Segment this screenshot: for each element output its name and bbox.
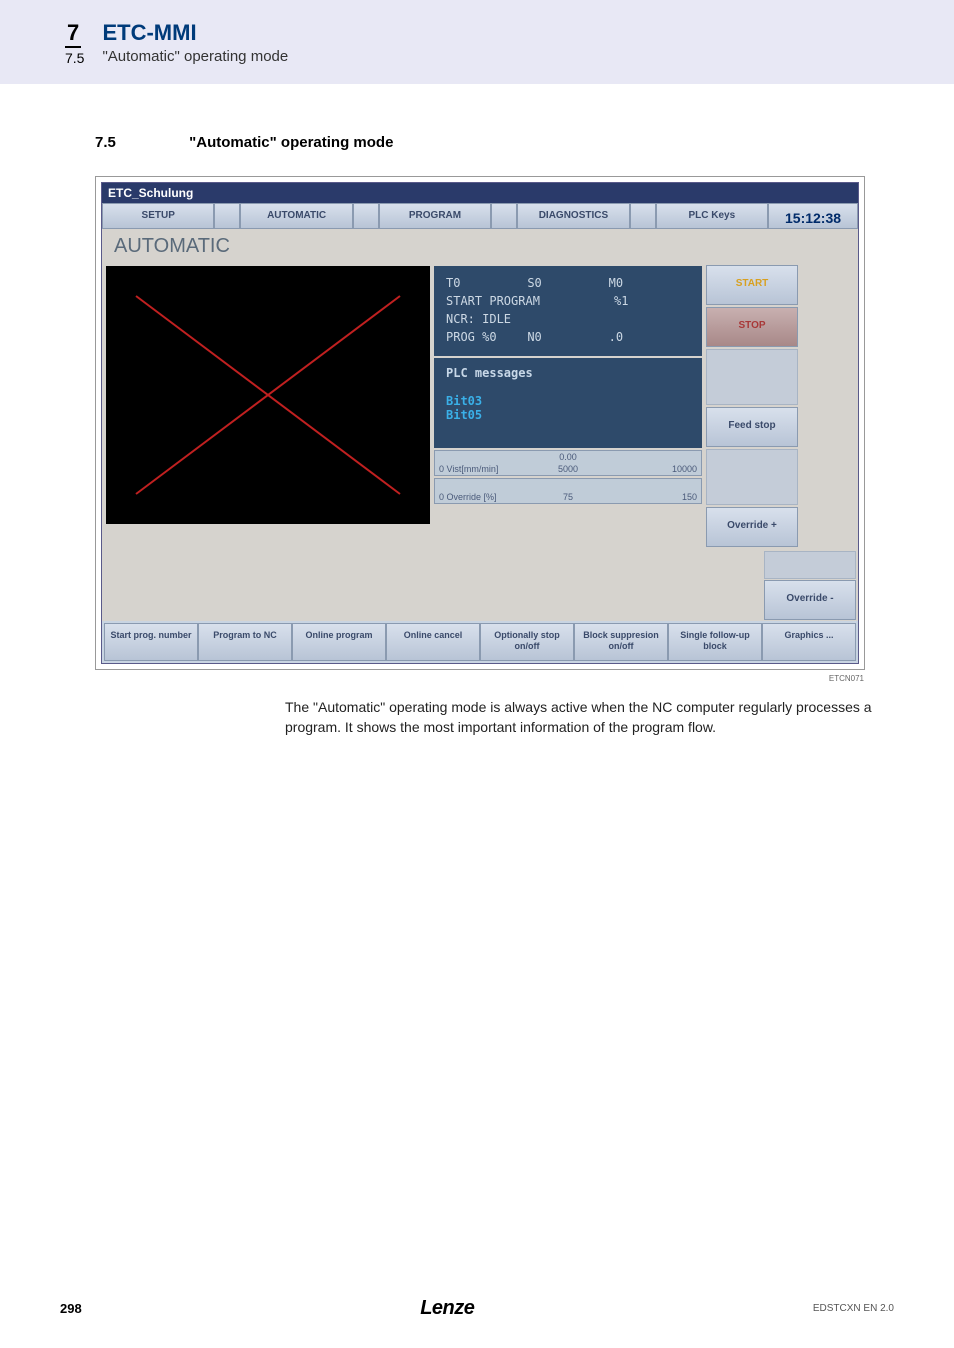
optionally-stop-button[interactable]: Optionally stop on/off: [480, 623, 574, 661]
figure-id: ETCN071: [0, 674, 864, 683]
status-t: T0: [446, 276, 527, 290]
section-heading-number: 7.5: [95, 134, 185, 151]
online-program-button[interactable]: Online program: [292, 623, 386, 661]
left-column: [104, 264, 432, 548]
gauge-left: 0 Override [%]: [439, 492, 497, 502]
tab-automatic[interactable]: AUTOMATIC: [240, 203, 352, 229]
gauge-left: 0 Vist[mm/min]: [439, 464, 498, 474]
side-spacer: [764, 551, 856, 579]
page-header: 7 7.5 ETC-MMI "Automatic" operating mode: [0, 0, 954, 84]
stop-button[interactable]: STOP: [706, 307, 798, 347]
empty-area: [102, 550, 762, 620]
status-dot: .0: [609, 330, 690, 344]
middle-column: T0 S0 M0 START PROGRAM %1 NCR: IDLE PROG…: [432, 264, 704, 548]
main-area: T0 S0 M0 START PROGRAM %1 NCR: IDLE PROG…: [102, 262, 858, 550]
x-cross-icon: [106, 266, 430, 524]
override-minus-row: Override -: [102, 550, 858, 621]
gauge-right: 150: [682, 492, 697, 502]
single-follow-up-button[interactable]: Single follow-up block: [668, 623, 762, 661]
figure-caption: The "Automatic" operating mode is always…: [285, 697, 894, 738]
page-number: 298: [60, 1301, 82, 1316]
tab-spacer: [353, 203, 379, 229]
status-panel: T0 S0 M0 START PROGRAM %1 NCR: IDLE PROG…: [434, 266, 702, 356]
top-tab-bar: SETUP AUTOMATIC PROGRAM DIAGNOSTICS PLC …: [102, 203, 858, 229]
chapter-number-box: 7 7.5: [65, 20, 84, 66]
gauge-value: 0.00: [559, 452, 577, 462]
override-plus-button[interactable]: Override +: [706, 507, 798, 547]
section-heading-title: "Automatic" operating mode: [189, 134, 393, 151]
page-footer: 298 Lenze EDSTCXN EN 2.0: [0, 1297, 954, 1320]
feed-gauge: 0.00 0 Vist[mm/min] 5000 10000: [434, 450, 702, 476]
tab-program[interactable]: PROGRAM: [379, 203, 491, 229]
status-ncr: NCR: IDLE: [446, 312, 511, 326]
gauge-mid: 5000: [558, 464, 578, 474]
status-prog: PROG %0: [446, 330, 527, 344]
clock-display: 15:12:38: [768, 203, 858, 229]
status-start-program: START PROGRAM: [446, 294, 614, 308]
start-button[interactable]: START: [706, 265, 798, 305]
side-spacer: [706, 349, 798, 405]
tab-spacer: [630, 203, 656, 229]
right-button-column: START STOP Feed stop Override +: [704, 264, 800, 548]
override-gauge: 0 Override [%] 75 150: [434, 478, 702, 504]
header-title: ETC-MMI: [102, 20, 288, 46]
section-number: 7.5: [65, 50, 84, 66]
chapter-number: 7: [65, 20, 81, 48]
status-percent: %1: [614, 294, 628, 308]
bottom-button-bar: Start prog. number Program to NC Online …: [102, 621, 858, 663]
graphics-button[interactable]: Graphics ...: [762, 623, 856, 661]
window-titlebar: ETC_Schulung: [102, 183, 858, 203]
online-cancel-button[interactable]: Online cancel: [386, 623, 480, 661]
app-window: ETC_Schulung SETUP AUTOMATIC PROGRAM DIA…: [101, 182, 859, 664]
tab-spacer: [491, 203, 517, 229]
status-s: S0: [527, 276, 608, 290]
side-spacer: [706, 449, 798, 505]
plc-bit03: Bit03: [446, 394, 690, 408]
graphics-canvas: [106, 266, 430, 524]
plc-messages-title: PLC messages: [446, 366, 690, 380]
gauge-mid: 75: [563, 492, 573, 502]
document-id: EDSTCXN EN 2.0: [813, 1303, 894, 1314]
plc-bit05: Bit05: [446, 408, 690, 422]
header-text: ETC-MMI "Automatic" operating mode: [102, 20, 288, 65]
override-minus-button[interactable]: Override -: [764, 580, 856, 620]
feed-stop-button[interactable]: Feed stop: [706, 407, 798, 447]
tab-spacer: [214, 203, 240, 229]
status-n: N0: [527, 330, 608, 344]
brand-logo: Lenze: [82, 1297, 813, 1320]
mode-label: AUTOMATIC: [102, 229, 858, 262]
status-m: M0: [609, 276, 690, 290]
gauge-right: 10000: [672, 464, 697, 474]
tab-diagnostics[interactable]: DIAGNOSTICS: [517, 203, 629, 229]
screenshot-frame: ETC_Schulung SETUP AUTOMATIC PROGRAM DIA…: [95, 176, 865, 670]
tab-plc-keys[interactable]: PLC Keys: [656, 203, 768, 229]
start-prog-number-button[interactable]: Start prog. number: [104, 623, 198, 661]
tab-setup[interactable]: SETUP: [102, 203, 214, 229]
section-heading: 7.5 "Automatic" operating mode: [95, 134, 954, 151]
header-subtitle: "Automatic" operating mode: [102, 48, 288, 65]
block-suppression-button[interactable]: Block suppresion on/off: [574, 623, 668, 661]
plc-messages-panel: PLC messages Bit03 Bit05: [434, 358, 702, 448]
right-button-column-lower: Override -: [762, 550, 858, 621]
program-to-nc-button[interactable]: Program to NC: [198, 623, 292, 661]
